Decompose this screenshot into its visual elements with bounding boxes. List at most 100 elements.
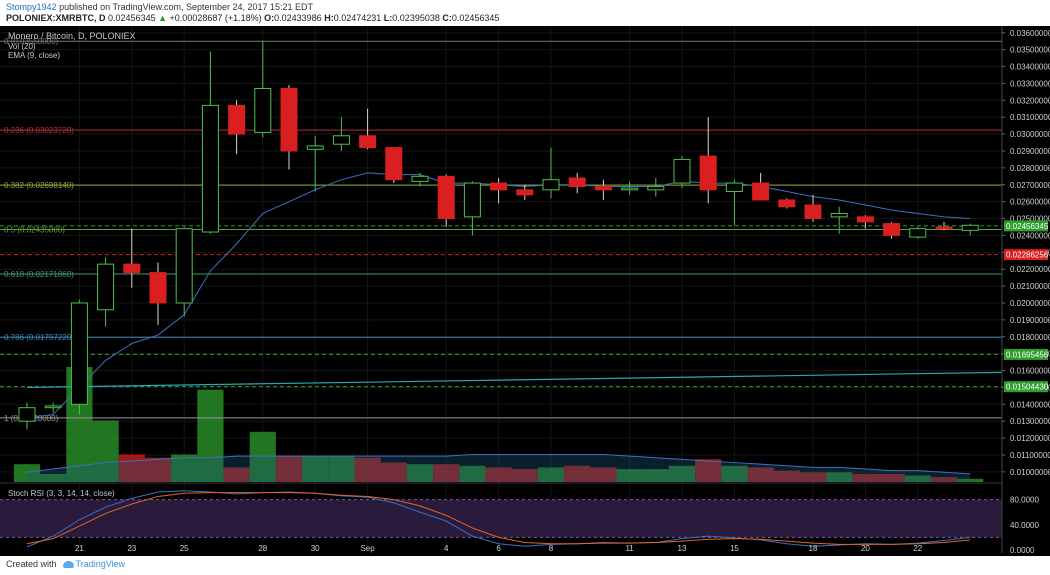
volume-bar (328, 456, 355, 482)
price-badge-label: 0.02286256 (1006, 251, 1049, 260)
candle-body (699, 155, 717, 191)
time-tick-label: 22 (913, 544, 922, 553)
time-tick-label: 18 (809, 544, 818, 553)
time-tick-label: 21 (75, 544, 84, 553)
rsi-tick-label: 40.0000 (1010, 521, 1039, 530)
volume-bar (878, 473, 905, 482)
volume-bar (668, 465, 696, 482)
volume-bar (695, 459, 722, 482)
stoch-rsi-d-line (26, 492, 971, 545)
candle-body (97, 263, 115, 311)
volume-bar (144, 457, 172, 482)
time-tick-label: Sep (360, 544, 375, 553)
fib-label: 0.236 (0.03023720) (4, 126, 74, 135)
volume-bar (171, 454, 198, 482)
price-tick-label: 0.03300000 (1010, 79, 1050, 88)
price-tick-label: 0.03200000 (1010, 96, 1050, 105)
candle-body (70, 302, 88, 405)
close-label: C: (442, 13, 452, 23)
candles[interactable] (18, 41, 979, 430)
price-tick-label: 0.03600000 (1010, 29, 1050, 38)
high-value: 0.02474231 (333, 13, 382, 23)
rsi-tick-label: 0.0000 (1010, 546, 1035, 555)
candle-body (306, 145, 324, 150)
price-tick-label: 0.02900000 (1010, 147, 1050, 156)
low-value: 0.02395038 (392, 13, 440, 23)
price-tick-label: 0.03400000 (1010, 63, 1050, 72)
candle-body (280, 87, 298, 152)
volume-bar (904, 475, 931, 482)
price-tick-label: 0.01100000 (1010, 451, 1050, 460)
price-tick-label: 0.02600000 (1010, 198, 1050, 207)
fib-label: 0.382 (0.02698140) (4, 181, 74, 190)
time-tick-label: 20 (861, 544, 870, 553)
price-chart[interactable]: 0 (0.03550000) 0.236 (0.03023720) 0.382 (0… (0, 26, 1050, 556)
fib-label: 0.618 (0.02171860) (4, 270, 74, 279)
price-tick-label: 0.02800000 (1010, 164, 1050, 173)
candle-body (594, 185, 612, 191)
stoch-rsi-pane (0, 482, 1050, 548)
created-with-text: Created with (6, 559, 57, 569)
fib-label: 0.786 (0.01797220) (4, 333, 74, 342)
candle-body (856, 216, 874, 223)
time-tick-label: 4 (444, 544, 449, 553)
time-tick-label: 30 (311, 544, 320, 553)
volume-bar (118, 454, 145, 482)
candle-body (804, 204, 822, 220)
tradingview-logo-icon (62, 561, 74, 569)
time-tick-label: 25 (180, 544, 189, 553)
volume-bar (564, 465, 591, 482)
fib-label: 0.5 (0.02435000) (4, 226, 65, 235)
price-axis[interactable]: 0.03600000 0.03500000 0.03400000 0.03300000… (1001, 26, 1050, 556)
volume-bar (354, 457, 381, 482)
volume-bar (40, 473, 67, 482)
volume-bar (406, 464, 434, 482)
candle-body (673, 158, 691, 184)
candle-body (621, 187, 639, 191)
price-tick-label: 0.01800000 (1010, 333, 1050, 342)
volume-bar (459, 465, 486, 482)
candle-body (490, 182, 508, 191)
candle-body (752, 182, 770, 201)
volume-bar (616, 469, 643, 482)
ohlc-summary: POLONIEX:XMRBTC, D 0.02456345 ▲ +0.00028… (6, 13, 499, 23)
legend: Monero / Bitcoin, D, POLONIEX Vol (20) E… (8, 31, 136, 498)
footer: Created with TradingView (6, 559, 125, 569)
candle-body (332, 135, 350, 145)
volume-bar (92, 420, 119, 482)
time-tick-label: 6 (496, 544, 501, 553)
dashed-levels (0, 225, 1002, 388)
time-tick-label: 15 (730, 544, 739, 553)
price-badge (1004, 381, 1048, 393)
price-tick-label: 0.02000000 (1010, 299, 1050, 308)
volume-bar (13, 464, 41, 482)
price-tick-label: 0.02700000 (1010, 181, 1050, 190)
candle-body (542, 179, 560, 191)
author-link[interactable]: Stompy1942 (6, 2, 57, 12)
up-arrow-icon: ▲ (158, 13, 168, 23)
close-value: 0.02456345 (451, 13, 500, 23)
price-tick-label: 0.02200000 (1010, 265, 1050, 274)
high-label: H: (324, 13, 334, 23)
candle-body (883, 223, 901, 236)
price-badge (1004, 348, 1048, 360)
candle-body (123, 263, 141, 274)
stoch-rsi-label: Stoch RSI (3, 3, 14, 14, close) (8, 489, 115, 498)
tradingview-link[interactable]: TradingView (75, 559, 126, 569)
published-text: published on TradingView.com, September … (59, 2, 314, 12)
indicator-vol-label: Vol (20) (8, 42, 36, 51)
volume-bar (773, 470, 800, 482)
price-tick-label: 0.03500000 (1010, 46, 1050, 55)
low-label: L: (383, 13, 393, 23)
volume-bar (930, 477, 958, 482)
time-axis[interactable]: 21 23 25 28 30 Sep 4 6 8 11 13 15 18 20 22 (75, 544, 923, 553)
last-price: 0.02456345 (108, 13, 156, 23)
candle-body (359, 135, 377, 149)
time-tick-label: 8 (549, 544, 554, 553)
volume-bar (957, 478, 984, 482)
volume-bar (799, 472, 827, 482)
symbol-label: POLONIEX:XMRBTC, D (6, 13, 106, 23)
candle-body (516, 189, 534, 196)
candle-body (228, 104, 246, 135)
volume-bar (747, 467, 774, 482)
